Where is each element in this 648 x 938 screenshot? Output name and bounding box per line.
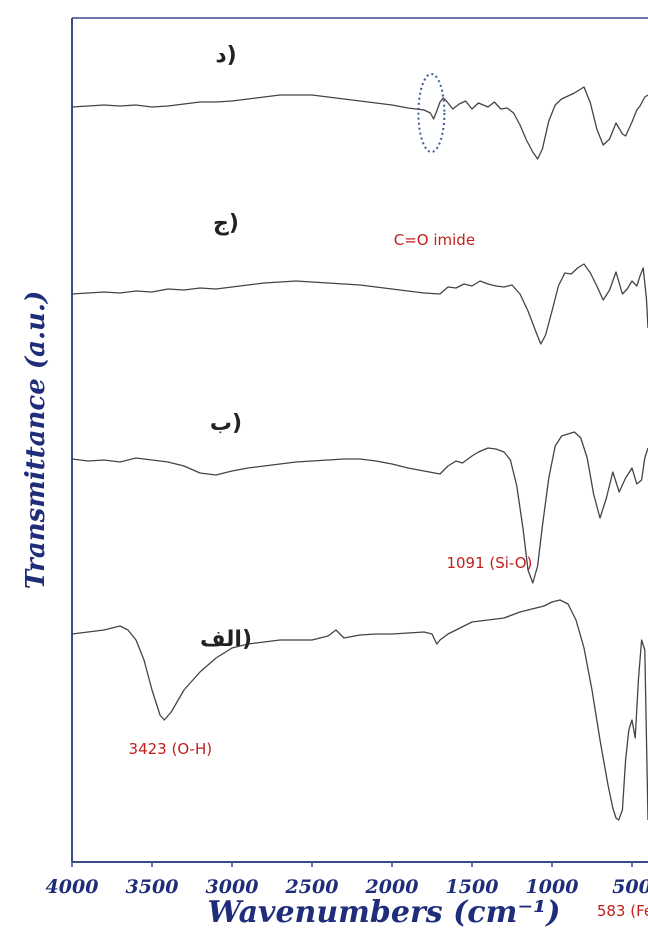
x-tick-label: 500 [612,876,648,898]
x-tick-label: 4000 [46,876,99,898]
x-tick-label: 2000 [365,876,419,898]
spectrum-label-4: الف) [200,627,252,652]
spectrum-line-1 [71,86,648,160]
spectrum-label-3: ب) [210,411,242,436]
spectrum-label-1: د) [215,43,236,68]
annotation-1: C=O imide [394,231,475,249]
x-axis-label: Wavenumbers (cm⁻¹) [208,895,561,930]
x-tick-label: 1000 [526,876,579,898]
imide-ellipse [417,73,446,153]
x-tick-label: 3000 [206,876,259,898]
annotation-3: 3423 (O-H) [129,740,213,758]
spectrum-line-3 [71,431,648,584]
x-tick-label: 1500 [446,876,499,898]
annotation-2: 1091 (Si-O) [446,554,532,572]
annotation-4: 583 (Fe-O) [597,902,648,920]
spectrum-line-2 [71,263,648,345]
x-tick-label: 3500 [126,876,179,898]
x-tick-label: 2500 [285,876,339,898]
spectrum-line-4 [71,599,648,821]
spectrum-label-2: ج) [213,211,239,236]
y-axis-label: Transmittance (a.u.) [21,291,51,590]
